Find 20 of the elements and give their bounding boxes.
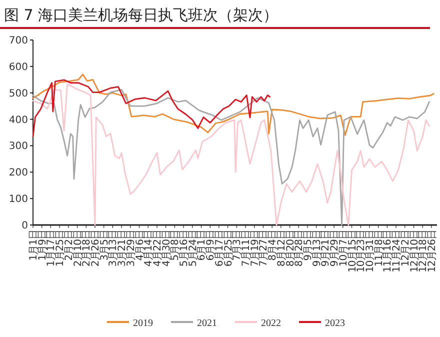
y-tick-label: 700 xyxy=(8,36,28,46)
y-tick-label: 300 xyxy=(8,141,28,152)
x-tick-label: 4月22日 xyxy=(152,230,164,267)
x-tick-label: 12月26日 xyxy=(426,230,438,272)
legend-label: 2021 xyxy=(197,318,217,329)
y-tick-label: 500 xyxy=(8,88,28,100)
chart-title: 图 7 海口美兰机场每日执飞班次（架次） xyxy=(4,6,278,24)
line-series xyxy=(32,74,434,136)
y-tick-label: 400 xyxy=(8,114,28,126)
y-tick-label: 100 xyxy=(8,194,28,206)
y-tick-label: 0 xyxy=(22,220,28,232)
y-tick-label: 200 xyxy=(8,168,28,179)
line-series xyxy=(32,79,271,138)
x-tick-label: 1月1日 xyxy=(28,230,40,261)
legend-label: 2019 xyxy=(133,318,153,329)
x-tick-label: 6月17日 xyxy=(214,230,226,267)
x-tick-label: 8月12日 xyxy=(276,230,288,267)
y-tick-label: 600 xyxy=(8,62,28,73)
legend-label: 2022 xyxy=(261,318,281,329)
legend-label: 2023 xyxy=(325,318,345,329)
